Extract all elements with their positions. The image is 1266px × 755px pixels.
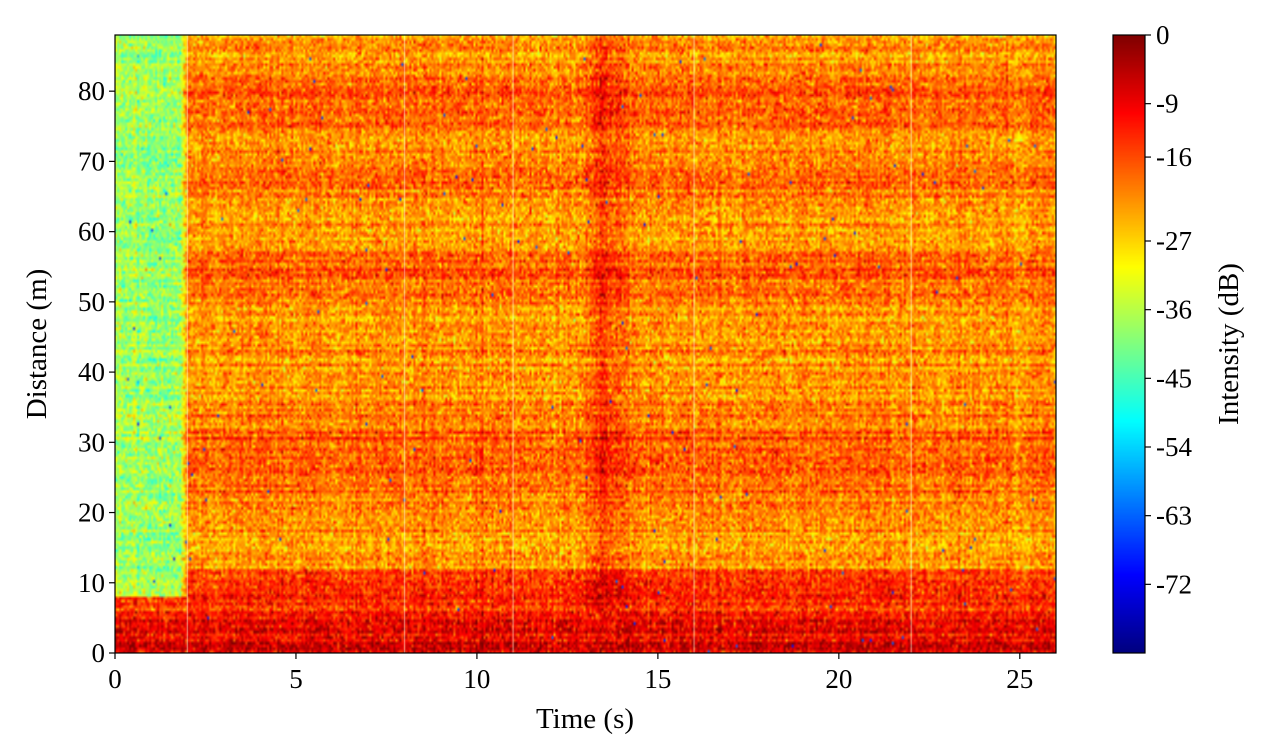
y-axis-ticks: 0 10 20 30 40 50 60 70 80 — [78, 76, 115, 668]
colorbar-ticks: 0 -9 -16 -27 -36 -45 -54 -63 -72 — [1145, 20, 1192, 599]
colorbar-tick-label: 0 — [1156, 20, 1170, 50]
colorbar-tick-label: -72 — [1156, 569, 1192, 599]
colorbar-tick-label: -36 — [1156, 295, 1192, 325]
plot-frame — [114, 34, 1057, 654]
x-tick-label: 20 — [825, 664, 852, 694]
heatmap-plot-area — [115, 35, 1056, 653]
y-tick-label: 70 — [78, 146, 105, 176]
y-tick-label: 80 — [78, 76, 105, 106]
y-tick-label: 30 — [78, 427, 105, 457]
y-tick-label: 10 — [78, 568, 105, 598]
x-tick-label: 0 — [108, 664, 122, 694]
colorbar-tick-label: -54 — [1156, 432, 1192, 462]
x-tick-label: 10 — [463, 664, 490, 694]
colorbar-tick-label: -16 — [1156, 142, 1192, 172]
y-tick-label: 50 — [78, 287, 105, 317]
colorbar-frame — [1112, 34, 1146, 654]
y-tick-label: 60 — [78, 217, 105, 247]
y-tick-label: 40 — [78, 357, 105, 387]
colorbar-tick-label: -45 — [1156, 363, 1192, 393]
x-axis-ticks: 0 5 10 15 20 25 — [108, 653, 1033, 694]
colorbar-tick-label: -9 — [1156, 89, 1179, 119]
colorbar-label: Intensity (dB) — [1213, 263, 1245, 425]
y-tick-label: 0 — [92, 638, 106, 668]
colorbar-tick-label: -63 — [1156, 501, 1192, 531]
y-axis-label: Distance (m) — [21, 269, 53, 420]
colorbar-tick-label: -27 — [1156, 226, 1192, 256]
colorbar-gradient — [1113, 35, 1145, 653]
x-tick-label: 15 — [644, 664, 671, 694]
x-axis-label: Time (s) — [536, 703, 634, 735]
x-tick-label: 25 — [1006, 664, 1033, 694]
x-tick-label: 5 — [289, 664, 303, 694]
y-tick-label: 20 — [78, 498, 105, 528]
